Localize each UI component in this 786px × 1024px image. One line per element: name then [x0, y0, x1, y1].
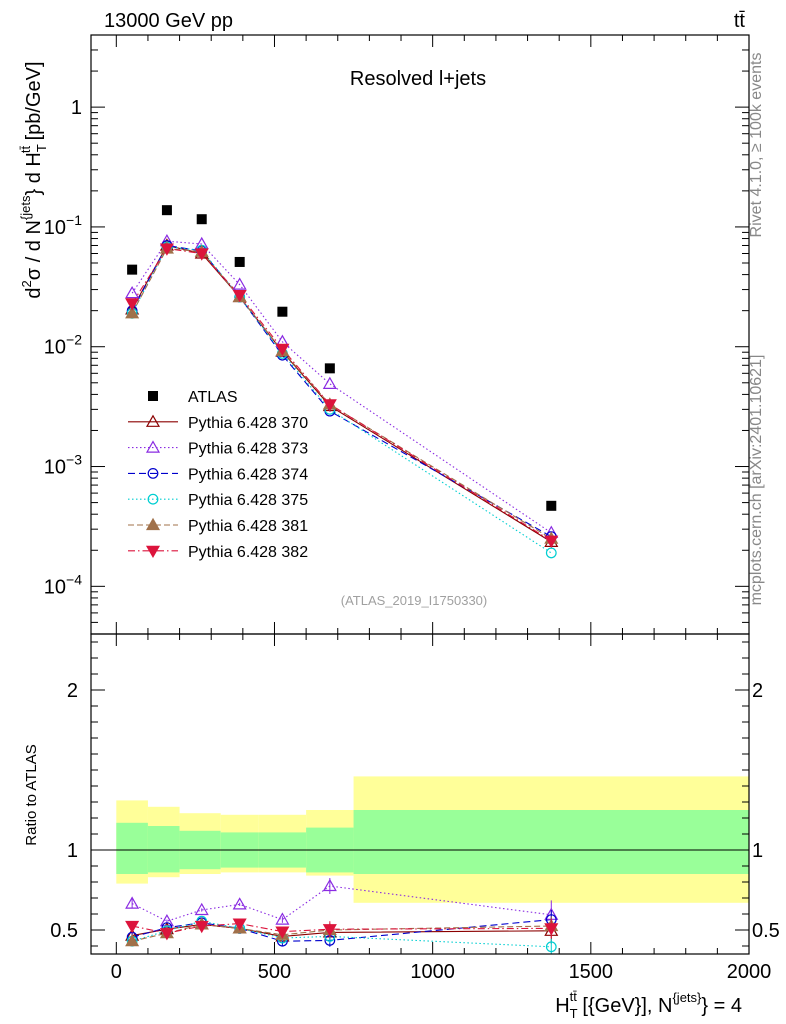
- mc-point: [145, 517, 161, 531]
- ratio-series-line: [131, 919, 552, 942]
- mc-point: [125, 896, 140, 909]
- data-point: [546, 500, 557, 511]
- band-inner: [116, 822, 148, 874]
- mc-point: [275, 926, 290, 939]
- data-point: [277, 306, 288, 317]
- x-tick-label: 1500: [569, 961, 614, 983]
- mc-point: [232, 897, 247, 910]
- y-tick-label: 10−1: [44, 212, 82, 239]
- data-point: [324, 363, 335, 374]
- y-tick-label: 10−2: [44, 332, 82, 359]
- mc-point: [322, 376, 337, 389]
- legend-label: Pythia 6.428 375: [188, 492, 308, 509]
- ratio-uncertainty-bands: [116, 776, 749, 903]
- mc-point: [125, 298, 140, 311]
- y-tick-label: 10−4: [44, 571, 82, 598]
- legend-label: Pythia 6.428 374: [188, 466, 308, 483]
- x-axis-label: HTtt̄ [{GeV}], N{jets}} = 4: [555, 989, 742, 1021]
- x-tick-label: 1000: [410, 961, 455, 983]
- mc-point: [322, 878, 337, 892]
- mc-point: [145, 545, 161, 559]
- mc-point: [232, 289, 247, 303]
- mc-point: [194, 920, 209, 934]
- band-inner: [353, 810, 749, 874]
- mc-point: [147, 493, 159, 505]
- data-point: [148, 391, 158, 401]
- mc-point: [125, 933, 140, 947]
- x-tick-label: 500: [258, 961, 291, 983]
- legend: ATLAS Pythia 6.428 370 Pythia 6.428 373 Pyt…: [128, 389, 308, 561]
- mc-point: [322, 399, 337, 412]
- legend-label: ATLAS: [188, 389, 238, 406]
- ratio-series-markers: [125, 878, 559, 954]
- mc-point: [147, 468, 159, 479]
- y-axis-label: d2σ / d N{jets} d HTtt̄ [pb/GeV]: [18, 61, 49, 298]
- mc-point: [322, 924, 337, 937]
- mc-point: [194, 902, 209, 916]
- ratio-tick-label-right: 0.5: [752, 920, 780, 942]
- rivet-version-label: Rivet 4.1.0, ≥ 100k events: [748, 53, 765, 238]
- ratio-tick-label: 1: [67, 840, 78, 862]
- mc-point: [159, 928, 174, 941]
- y-tick-label: 10−3: [44, 452, 82, 479]
- band-inner: [147, 826, 180, 873]
- ratio-y-axis-label: Ratio to ATLAS: [23, 744, 40, 845]
- mc-point: [145, 440, 161, 453]
- ratio-tick-label-right: 2: [752, 680, 763, 702]
- ratio-tick-label: 2: [67, 680, 78, 702]
- axis-tick-labels: 0 500 1000 1500 2000 10−4 10−3 10−2 10−1 1 0.5 0.5 1…: [44, 97, 780, 983]
- legend-label: Pythia 6.428 370: [188, 415, 308, 432]
- mc-point: [545, 547, 557, 559]
- plot-title: Resolved l+jets: [350, 68, 486, 90]
- x-tick-label: 2000: [727, 961, 772, 983]
- mc-point: [545, 941, 557, 953]
- legend-label: Pythia 6.428 382: [188, 544, 308, 561]
- analysis-tag: (ATLAS_2019_I1750330): [341, 593, 487, 608]
- mc-point: [125, 285, 140, 299]
- mc-point: [232, 918, 247, 931]
- axis-ticks: [91, 34, 750, 954]
- mc-point: [232, 277, 247, 290]
- legend-label: Pythia 6.428 381: [188, 518, 308, 535]
- mcplots-reference-label: mcplots.cern.ch [arXiv:2401.10621]: [748, 355, 765, 606]
- mc-point: [145, 414, 161, 427]
- ratio-plot-frame: [90, 633, 750, 955]
- data-point: [196, 214, 207, 225]
- header-process-label: 13000 GeV pp: [104, 10, 233, 32]
- mc-point: [125, 920, 140, 934]
- data-point: [161, 205, 172, 216]
- mc-point: [125, 306, 140, 319]
- legend-label: Pythia 6.428 373: [188, 441, 308, 458]
- mc-point: [544, 535, 559, 548]
- data-point: [127, 264, 138, 275]
- data-point: [234, 256, 245, 267]
- mc-point: [275, 912, 290, 925]
- mc-point: [159, 243, 174, 256]
- mc-point: [194, 248, 209, 261]
- ratio-tick-label: 0.5: [50, 920, 78, 942]
- ratio-tick-label-right: 1: [752, 840, 763, 862]
- header-final-state-label: tt̄: [734, 10, 746, 32]
- y-tick-label: 1: [71, 97, 82, 119]
- x-tick-label: 0: [111, 961, 122, 983]
- mc-point: [275, 343, 290, 357]
- mc-point: [544, 923, 559, 936]
- main-series-markers: [125, 205, 559, 559]
- series-line: [131, 240, 552, 534]
